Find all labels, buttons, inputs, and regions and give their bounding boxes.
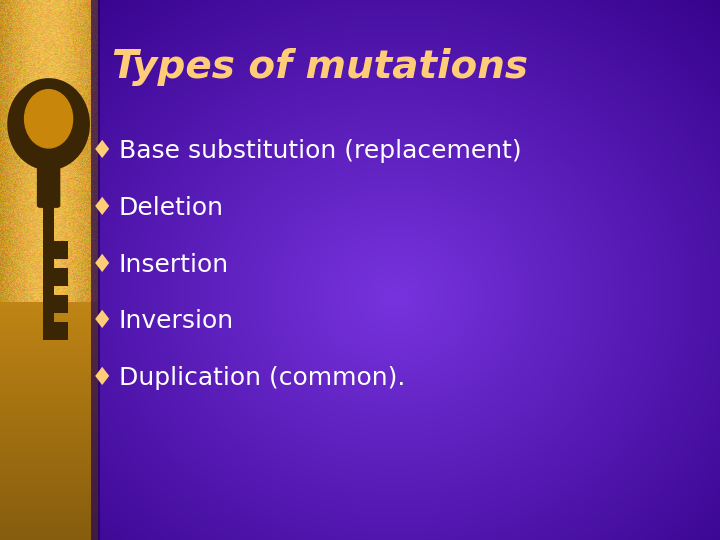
Text: Inversion: Inversion: [119, 309, 234, 333]
Bar: [54, 241, 68, 259]
Ellipse shape: [8, 79, 89, 170]
Bar: [91, 0, 100, 540]
FancyBboxPatch shape: [37, 127, 60, 208]
Ellipse shape: [24, 90, 73, 148]
Text: Base substitution (replacement): Base substitution (replacement): [119, 139, 521, 163]
Bar: [54, 268, 68, 286]
Text: ♦: ♦: [91, 253, 114, 276]
Bar: [43, 205, 54, 340]
Text: Duplication (common).: Duplication (common).: [119, 366, 405, 390]
Text: ♦: ♦: [91, 139, 114, 163]
Bar: [54, 322, 68, 340]
Text: Deletion: Deletion: [119, 196, 224, 220]
Text: Insertion: Insertion: [119, 253, 229, 276]
Bar: [54, 295, 68, 313]
Text: Types of mutations: Types of mutations: [112, 49, 528, 86]
Text: ♦: ♦: [91, 309, 114, 333]
Text: ♦: ♦: [91, 366, 114, 390]
Text: ♦: ♦: [91, 196, 114, 220]
